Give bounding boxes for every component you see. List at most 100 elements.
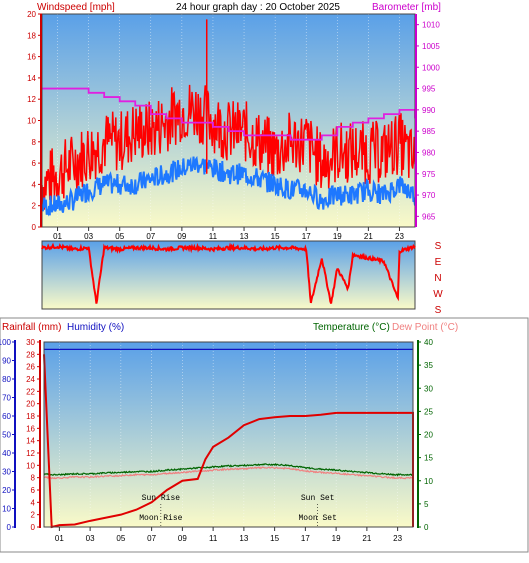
rainfall-tick-label: 26	[26, 363, 35, 372]
rainfall-tick-label: 30	[26, 338, 35, 347]
windspeed-tick-label: 18	[27, 31, 36, 40]
bottom-x-tick-label: 17	[301, 534, 310, 543]
temperature-tick-label: 20	[424, 431, 433, 440]
wind-x-tick-label: 03	[84, 232, 93, 241]
humidity-tick-label: 20	[2, 486, 11, 495]
windspeed-tick-label: 20	[27, 10, 36, 19]
rainfall-tick-label: 28	[26, 350, 35, 359]
wind-x-tick-label: 11	[209, 232, 218, 241]
bottom-x-tick-label: 13	[239, 534, 248, 543]
barometer-tick-label: 965	[422, 212, 436, 221]
barometer-tick-label: 1000	[422, 63, 440, 72]
barometer-tick-label: 1010	[422, 21, 440, 30]
wind-x-tick-label: 05	[115, 232, 124, 241]
rainfall-tick-label: 22	[26, 387, 35, 396]
humidity-tick-label: 100	[0, 338, 12, 347]
rainfall-tick-label: 10	[26, 461, 35, 470]
barometer-line	[42, 87, 416, 141]
wind-x-tick-label: 15	[271, 232, 280, 241]
rainfall-tick-label: 16	[26, 424, 35, 433]
rainfall-tick-label: 6	[31, 486, 36, 495]
sun-moon-label: Moon Set	[298, 514, 336, 523]
wind-x-tick-label: 21	[364, 232, 373, 241]
humidity-tick-label: 80	[2, 375, 11, 384]
humidity-tick-label: 50	[2, 431, 11, 440]
windspeed-tick-label: 16	[27, 53, 36, 62]
temperature-tick-label: 0	[424, 523, 429, 532]
rainfall-axis-label: Rainfall (mm)	[2, 322, 61, 333]
bottom-x-tick-label: 15	[270, 534, 279, 543]
humidity-tick-label: 60	[2, 412, 11, 421]
bottom-x-ticks: 01 03 05 07 09 11 13 15 17 19 21 23	[55, 527, 403, 543]
wind-x-tick-label: 13	[240, 232, 249, 241]
bottom-x-tick-label: 21	[362, 534, 371, 543]
temperature-tick-label: 25	[424, 407, 433, 416]
humidity-tick-label: 40	[2, 449, 11, 458]
bottom-x-tick-label: 01	[55, 534, 64, 543]
rainfall-line	[43, 354, 414, 529]
barometer-ticks: 965 970 975 980 985 990 995 1000 1005 1010	[415, 14, 440, 227]
bottom-x-tick-label: 07	[147, 534, 156, 543]
wind-x-tick-label: 23	[395, 232, 404, 241]
temperature-tick-label: 5	[424, 500, 429, 509]
temperature-line	[43, 462, 414, 477]
bottom-plot-area	[44, 342, 413, 527]
temperature-tick-label: 30	[424, 384, 433, 393]
windspeed-tick-label: 2	[32, 202, 37, 211]
bottom-x-tick-label: 05	[116, 534, 125, 543]
temperature-tick-label: 35	[424, 361, 433, 370]
rainfall-tick-label: 24	[26, 375, 35, 384]
barometer-tick-label: 975	[422, 170, 436, 179]
wind-x-tick-label: 07	[146, 232, 155, 241]
windspeed-tick-label: 14	[27, 74, 36, 83]
windspeed-axis-label: Windspeed [mph]	[37, 2, 115, 13]
humidity-ticks: 0 10 20 30 40 50 60 70 80 90 100	[0, 338, 15, 532]
bottom-grid	[59, 342, 398, 527]
temperature-tick-label: 40	[424, 338, 433, 347]
wind-speed-line	[41, 155, 416, 217]
windspeed-tick-label: 8	[32, 138, 37, 147]
humidity-tick-label: 10	[2, 505, 11, 514]
wind-x-tick-label: 09	[177, 232, 186, 241]
humidity-tick-label: 30	[2, 468, 11, 477]
barometer-tick-label: 990	[422, 106, 436, 115]
direction-label: S	[435, 305, 442, 316]
rainfall-tick-label: 0	[31, 523, 36, 532]
humidity-tick-label: 70	[2, 394, 11, 403]
sun-moon-label: Sun Rise	[142, 494, 181, 503]
wind-series	[41, 19, 416, 217]
temperature-ticks: 0 5 10 15 20 25 30 35 40	[418, 338, 433, 532]
wind-x-tick-label: 01	[53, 232, 62, 241]
bottom-panel-frame	[0, 317, 529, 553]
wind-plot-area	[42, 14, 415, 227]
rainfall-tick-label: 12	[26, 449, 35, 458]
dewpoint-line	[43, 466, 414, 480]
barometer-tick-label: 985	[422, 127, 436, 136]
direction-label: W	[433, 289, 443, 300]
windspeed-tick-label: 10	[27, 117, 36, 126]
direction-label: N	[434, 273, 441, 284]
direction-label: S	[435, 241, 442, 252]
bottom-x-tick-label: 03	[86, 534, 95, 543]
barometer-axis-label: Barometer [mb]	[372, 2, 441, 13]
temperature-tick-label: 10	[424, 477, 433, 486]
wind-direction-line	[41, 242, 416, 304]
bottom-x-tick-label: 19	[332, 534, 341, 543]
dewpoint-axis-label: Dew Point (°C)	[392, 322, 458, 333]
chart-title: 24 hour graph day : 20 October 2025	[176, 2, 340, 13]
wind-gust-line	[41, 84, 416, 210]
windspeed-tick-label: 6	[32, 159, 37, 168]
direction-label: E	[435, 257, 442, 268]
bottom-plot-border	[43, 341, 414, 528]
sun-moon-annotations: Sun Rise Moon Rise Sun Set Moon Set	[139, 494, 337, 527]
humidity-tick-label: 0	[7, 523, 12, 532]
rainfall-tick-label: 4	[31, 498, 36, 507]
sun-moon-label: Sun Set	[301, 494, 335, 503]
humidity-tick-label: 90	[2, 357, 11, 366]
humidity-axis-label: Humidity (%)	[67, 322, 124, 333]
wind-x-tick-label: 19	[333, 232, 342, 241]
direction-series	[41, 242, 416, 304]
